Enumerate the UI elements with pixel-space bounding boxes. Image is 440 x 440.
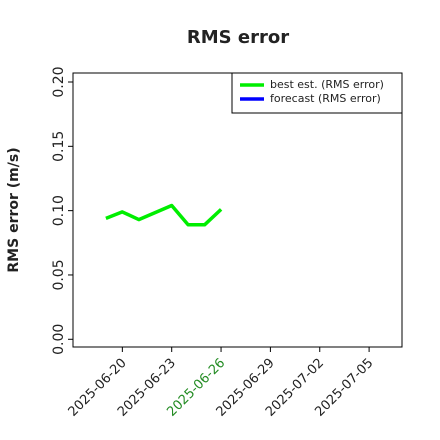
legend-label: best est. (RMS error) bbox=[270, 78, 384, 91]
chart-title: RMS error bbox=[187, 27, 289, 48]
plot-frame bbox=[72, 72, 403, 348]
legend-label: forecast (RMS error) bbox=[270, 92, 381, 105]
y-tick-label: 0.00 bbox=[51, 324, 67, 355]
y-tick-label: 0.20 bbox=[51, 66, 67, 97]
y-tick-label: 0.15 bbox=[51, 131, 67, 162]
y-axis-label: RMS error (m/s) bbox=[6, 147, 22, 272]
data-line bbox=[105, 203, 223, 227]
y-tick-label: 0.05 bbox=[51, 259, 67, 290]
legend-box bbox=[231, 72, 403, 114]
y-tick-label: 0.10 bbox=[51, 195, 67, 226]
